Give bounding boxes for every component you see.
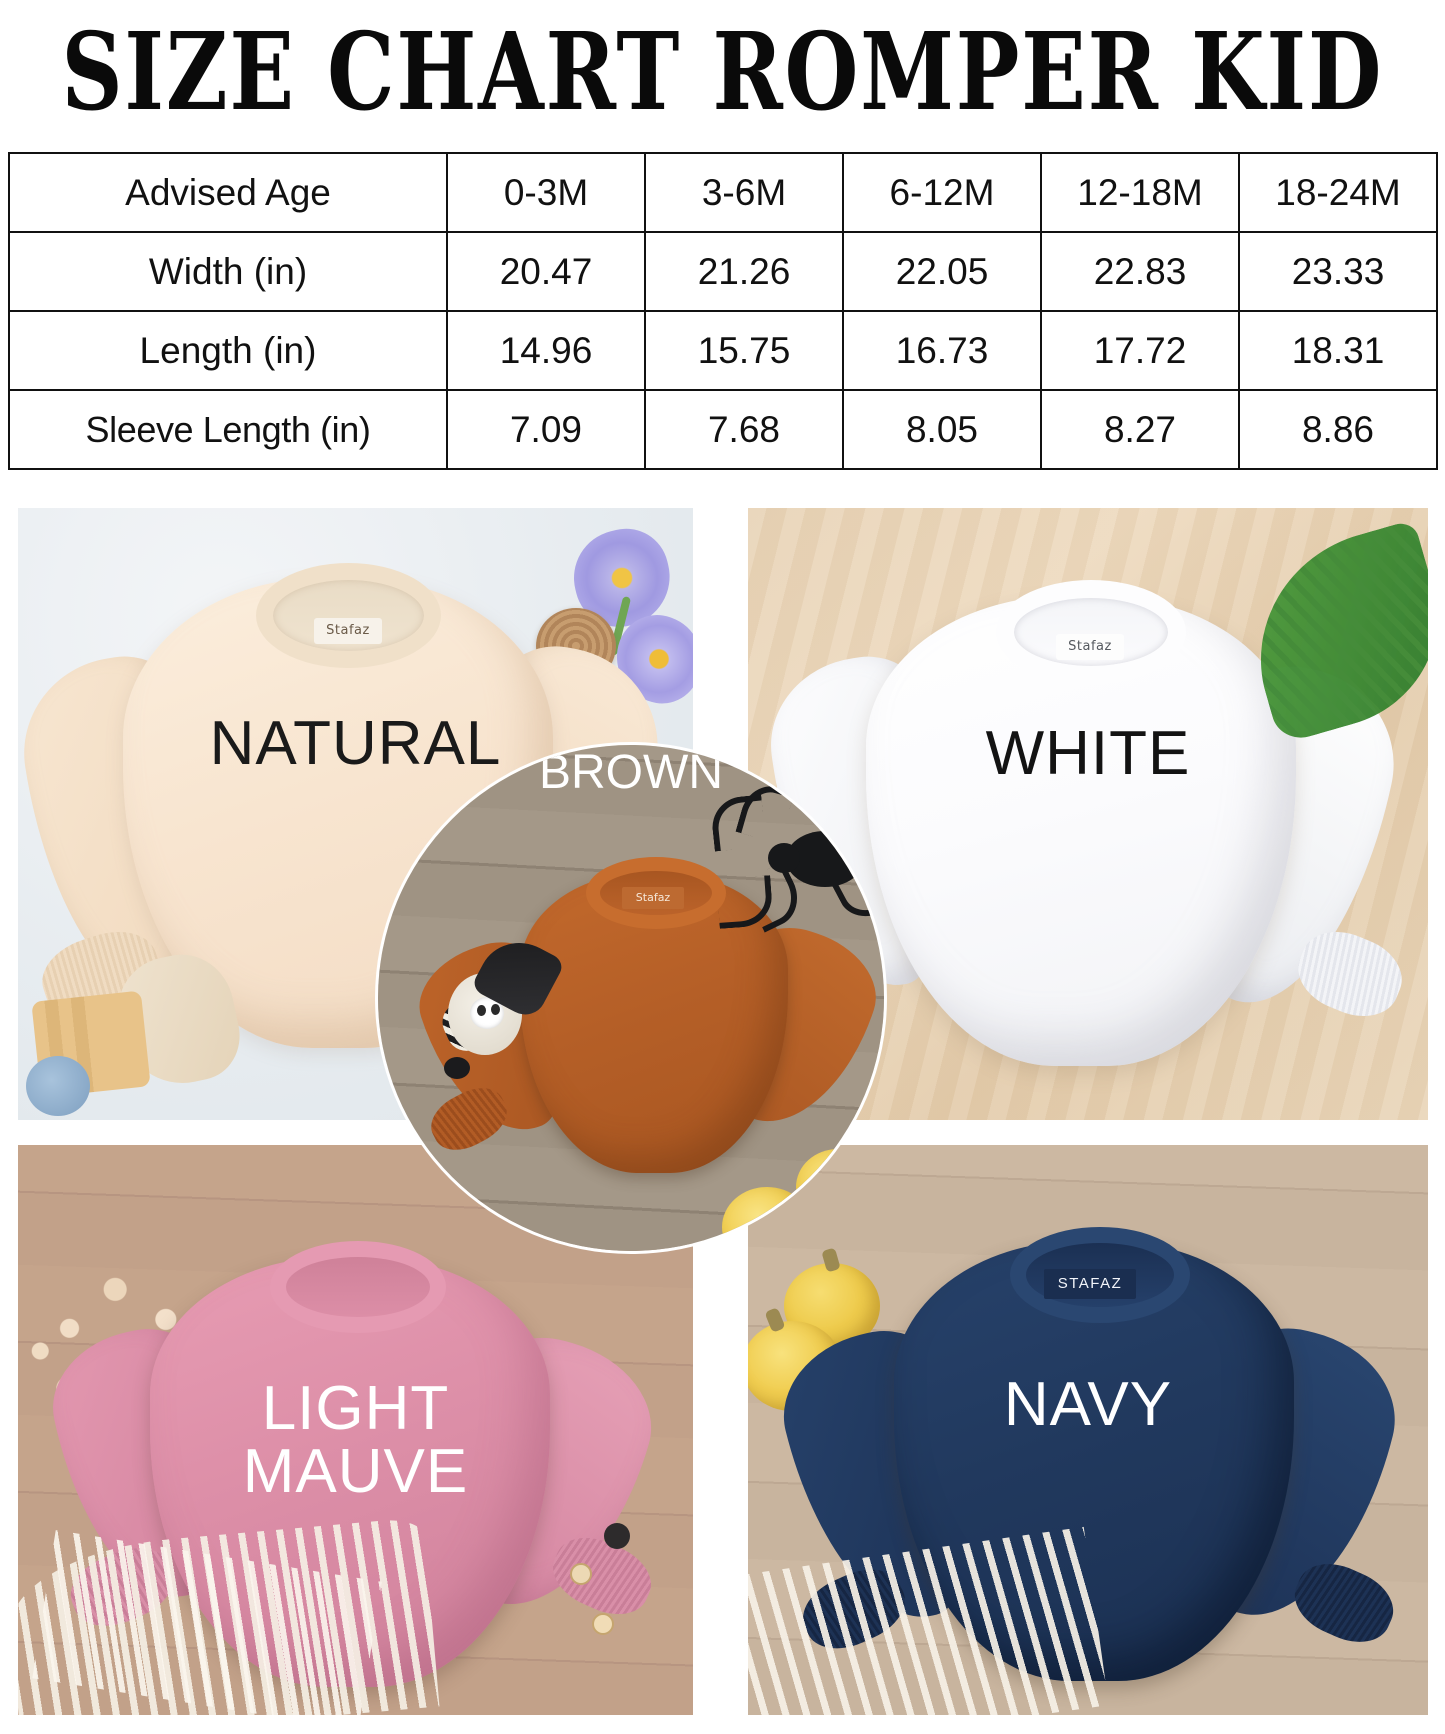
cell-age-3-6m: 3-6M — [644, 152, 844, 233]
garment-collar — [270, 1241, 446, 1333]
cell-width-6-12m: 22.05 — [842, 231, 1042, 312]
color-label-light-mauve: LIGHT MAUVE — [242, 1374, 469, 1507]
brand-tag: Stafaz — [622, 887, 684, 909]
cell-length-6-12m: 16.73 — [842, 310, 1042, 391]
cell-age-12-18m: 12-18M — [1040, 152, 1240, 233]
garment-collar — [256, 563, 441, 668]
table-row-width: Width (in) 20.47 21.26 22.05 22.83 23.33 — [8, 231, 1438, 312]
cell-width-3-6m: 21.26 — [644, 231, 844, 312]
cell-length-12-18m: 17.72 — [1040, 310, 1240, 391]
garment-collar — [996, 580, 1186, 684]
button-prop — [592, 1613, 614, 1635]
small-spider-icon — [444, 1057, 470, 1079]
pumpkin-icon — [796, 1149, 880, 1225]
row-label-length: Length (in) — [8, 310, 448, 391]
doll-eye-icon — [491, 1004, 500, 1015]
brand-tag: Stafaz — [314, 618, 382, 644]
button-prop — [570, 1563, 592, 1585]
product-photo-brown-circle: Stafaz BROWN — [378, 745, 884, 1251]
brand-tag: STAFAZ — [1044, 1269, 1136, 1299]
color-label-white: WHITE — [985, 719, 1191, 788]
cell-width-0-3m: 20.47 — [446, 231, 646, 312]
table-row-advised-age: Advised Age 0-3M 3-6M 6-12M 12-18M 18-24… — [8, 152, 1438, 233]
page-title: SIZE CHART ROMPER KID — [0, 18, 1445, 126]
macrame-fringe-prop — [748, 1526, 1109, 1715]
row-label-sleeve-length: Sleeve Length (in) — [8, 389, 448, 470]
cell-sleeve-3-6m: 7.68 — [644, 389, 844, 470]
wooden-toy-wheel-prop — [26, 1056, 90, 1116]
spider-head-icon — [768, 843, 800, 873]
spider-leg-icon — [709, 794, 767, 852]
table-row-sleeve-length: Sleeve Length (in) 7.09 7.68 8.05 8.27 8… — [8, 389, 1438, 470]
product-photo-navy: STAFAZ NAVY — [748, 1145, 1428, 1715]
cell-sleeve-18-24m: 8.86 — [1238, 389, 1438, 470]
cell-sleeve-6-12m: 8.05 — [842, 389, 1042, 470]
cell-sleeve-0-3m: 7.09 — [446, 389, 646, 470]
product-photo-light-mauve: LIGHT MAUVE — [18, 1145, 693, 1715]
cell-sleeve-12-18m: 8.27 — [1040, 389, 1240, 470]
row-label-width: Width (in) — [8, 231, 448, 312]
color-label-brown: BROWN — [539, 746, 723, 799]
cell-length-0-3m: 14.96 — [446, 310, 646, 391]
doll-eye-icon — [477, 1005, 486, 1016]
row-label-advised-age: Advised Age — [8, 152, 448, 233]
cell-width-18-24m: 23.33 — [1238, 231, 1438, 312]
brand-tag: Stafaz — [1056, 634, 1124, 660]
page-title-text: SIZE CHART ROMPER KID — [61, 9, 1384, 135]
button-prop — [604, 1523, 630, 1549]
cell-length-3-6m: 15.75 — [644, 310, 844, 391]
table-row-length: Length (in) 14.96 15.75 16.73 17.72 18.3… — [8, 310, 1438, 391]
color-label-natural: NATURAL — [209, 709, 502, 778]
pumpkin-icon — [722, 1187, 812, 1251]
cell-age-18-24m: 18-24M — [1238, 152, 1438, 233]
color-label-navy: NAVY — [1003, 1370, 1173, 1439]
size-chart-table: Advised Age 0-3M 3-6M 6-12M 12-18M 18-24… — [8, 152, 1438, 470]
cell-age-6-12m: 6-12M — [842, 152, 1042, 233]
cell-age-0-3m: 0-3M — [446, 152, 646, 233]
cell-length-18-24m: 18.31 — [1238, 310, 1438, 391]
cell-width-12-18m: 22.83 — [1040, 231, 1240, 312]
